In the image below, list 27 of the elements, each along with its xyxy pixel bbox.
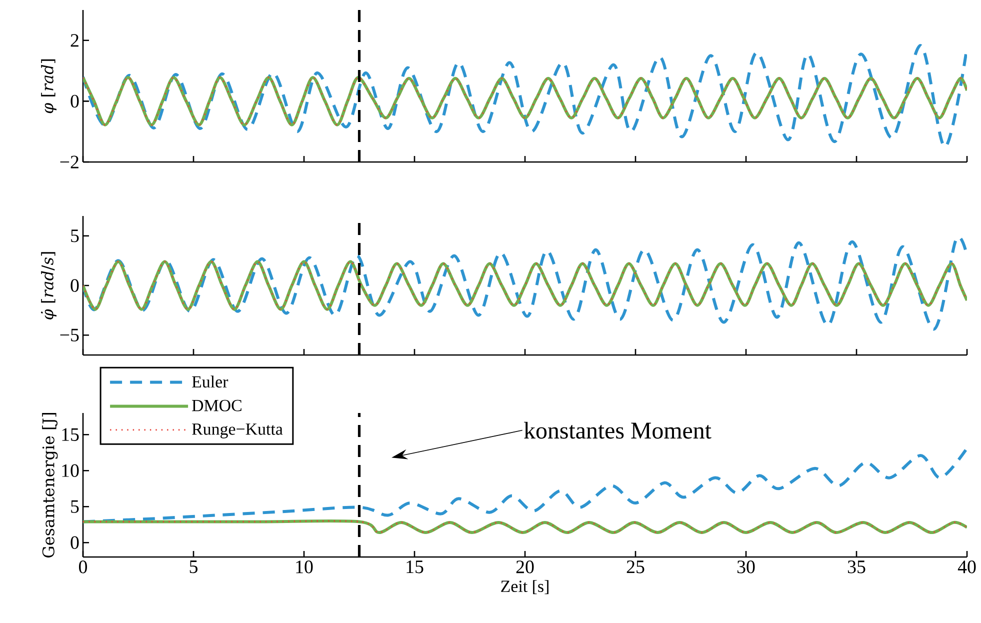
x-tick-label: 20 — [516, 560, 534, 574]
x-tick-label: 35 — [848, 560, 866, 574]
y-tick-label: 2 — [70, 34, 78, 47]
y-tick-label: 15 — [62, 428, 79, 441]
y-axis-title: Gesamtenergie [J] — [42, 413, 58, 558]
y-tick-label: 0 — [70, 279, 79, 292]
y-tick-label: 0 — [70, 94, 79, 108]
x-tick-label: 25 — [626, 560, 644, 574]
x-tick-label: 15 — [406, 560, 424, 574]
legend-label: DMOC — [192, 400, 242, 412]
y-axis-title: φ̇ [rad/s] — [40, 252, 56, 320]
y-tick-label: 5 — [71, 230, 79, 242]
x-axis-title: Zeit [s] — [501, 580, 548, 594]
y-tick-label: 0 — [70, 536, 79, 549]
y-tick-label: 10 — [62, 464, 79, 477]
y-tick-label: 5 — [71, 500, 79, 513]
y-tick-label: −2 — [60, 156, 78, 168]
x-tick-label: 30 — [737, 560, 755, 574]
line-series — [83, 238, 968, 331]
legend-label: Euler — [192, 376, 228, 388]
x-tick-label: 40 — [958, 560, 976, 574]
x-tick-label: 5 — [190, 560, 198, 574]
y-tick-label: −5 — [60, 328, 79, 342]
x-tick-label: 10 — [296, 560, 313, 574]
y-axis-title: φ [rad] — [41, 59, 56, 114]
annotation: konstantes Moment — [524, 422, 712, 439]
legend-label: Runge−Kutta — [192, 424, 283, 438]
